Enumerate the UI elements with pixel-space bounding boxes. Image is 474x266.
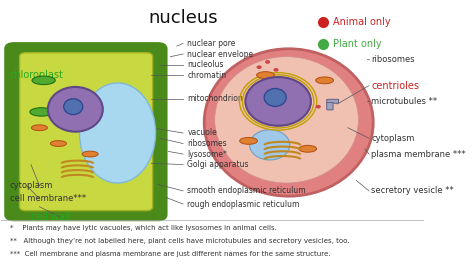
Ellipse shape <box>64 99 83 115</box>
Text: chromatin: chromatin <box>187 70 227 80</box>
Ellipse shape <box>204 49 373 196</box>
Text: microtubules **: microtubules ** <box>371 97 437 106</box>
Text: Animal only: Animal only <box>333 18 391 27</box>
FancyBboxPatch shape <box>19 53 153 211</box>
Text: cell membrane***: cell membrane*** <box>10 194 86 203</box>
Text: cytoplasm: cytoplasm <box>371 134 414 143</box>
Ellipse shape <box>240 138 257 144</box>
Ellipse shape <box>265 60 270 64</box>
Text: *    Plants may have lytic vacuoles, which act like lysosomes in animal cells.: * Plants may have lytic vacuoles, which … <box>10 225 277 231</box>
Ellipse shape <box>30 108 53 116</box>
Ellipse shape <box>316 77 334 84</box>
Text: rough endoplasmic reticulum: rough endoplasmic reticulum <box>187 200 300 209</box>
Ellipse shape <box>273 68 279 72</box>
Ellipse shape <box>31 125 47 131</box>
Text: ribosomes: ribosomes <box>187 139 227 148</box>
Ellipse shape <box>256 65 262 69</box>
Text: Plant only: Plant only <box>333 39 382 48</box>
Text: cell wall: cell wall <box>31 212 71 222</box>
Text: centrioles: centrioles <box>371 81 419 91</box>
Ellipse shape <box>299 146 317 152</box>
Text: nucleus: nucleus <box>148 9 218 27</box>
Text: chloroplast: chloroplast <box>10 70 64 80</box>
FancyBboxPatch shape <box>327 99 338 103</box>
Ellipse shape <box>48 87 103 132</box>
FancyBboxPatch shape <box>6 44 166 220</box>
Text: ribosomes: ribosomes <box>371 55 415 64</box>
Text: ***  Cell membrane and plasma membrane are just different names for the same str: *** Cell membrane and plasma membrane ar… <box>10 251 330 257</box>
Text: mitochondrion: mitochondrion <box>187 94 243 103</box>
Ellipse shape <box>50 141 66 146</box>
Ellipse shape <box>80 83 155 183</box>
Ellipse shape <box>215 57 358 183</box>
Text: cytoplasm: cytoplasm <box>10 181 53 190</box>
Text: smooth endoplasmic reticulum: smooth endoplasmic reticulum <box>187 186 306 196</box>
Text: lysosome*: lysosome* <box>187 149 227 159</box>
Text: plasma membrane ***: plasma membrane *** <box>371 149 466 159</box>
Text: nucleolus: nucleolus <box>187 60 224 69</box>
Text: **   Although they’re not labelled here, plant cells have microtubules and secre: ** Although they’re not labelled here, p… <box>10 238 349 244</box>
Text: nuclear pore: nuclear pore <box>187 39 236 48</box>
Ellipse shape <box>264 89 286 106</box>
Ellipse shape <box>316 105 321 109</box>
Ellipse shape <box>256 72 274 78</box>
Text: Golgi apparatus: Golgi apparatus <box>187 160 249 169</box>
Text: vacuole: vacuole <box>187 128 217 138</box>
Ellipse shape <box>32 76 55 85</box>
Ellipse shape <box>55 92 79 100</box>
Ellipse shape <box>82 151 98 157</box>
FancyBboxPatch shape <box>327 102 333 110</box>
Text: secretory vesicle **: secretory vesicle ** <box>371 186 454 196</box>
Ellipse shape <box>250 130 290 160</box>
Ellipse shape <box>246 77 311 126</box>
Text: nuclear envelope: nuclear envelope <box>187 49 254 59</box>
